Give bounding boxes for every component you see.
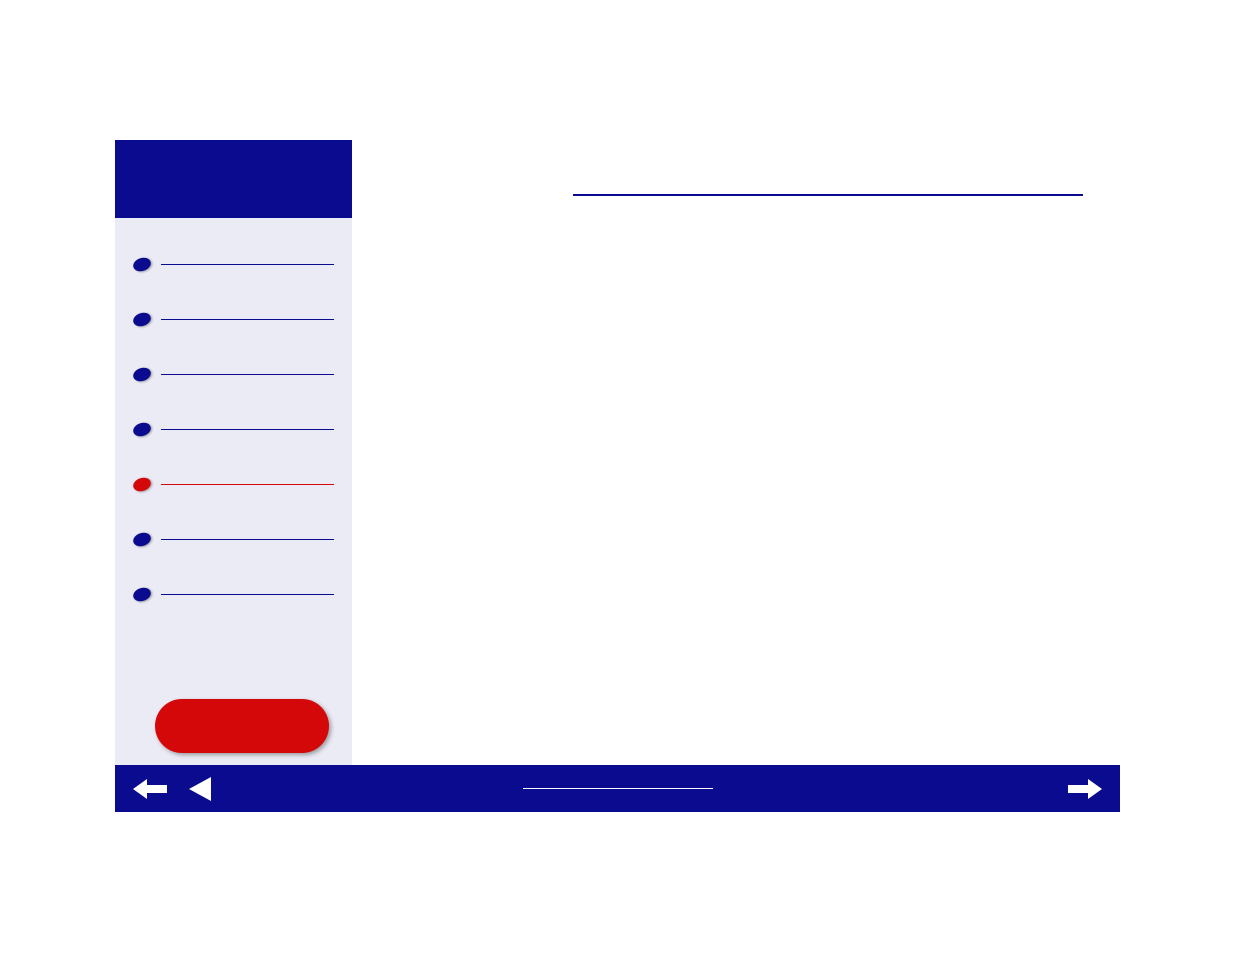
bullet-icon [131, 256, 152, 274]
bullet-icon [131, 531, 152, 549]
sidebar-item-3[interactable] [133, 423, 334, 436]
sidebar-item-6[interactable] [133, 588, 334, 601]
sidebar-item-label [161, 264, 334, 265]
page-container [115, 140, 1120, 812]
bottom-center-underline [523, 788, 713, 789]
sidebar-item-label [161, 539, 334, 540]
arrow-left-icon [189, 777, 211, 801]
nav-prev-button[interactable] [189, 777, 211, 801]
nav-next-button[interactable] [1068, 777, 1102, 801]
sidebar-item-5[interactable] [133, 533, 334, 546]
sidebar-item-2[interactable] [133, 368, 334, 381]
sidebar-item-label [161, 484, 334, 485]
bullet-icon [131, 311, 152, 329]
sidebar-item-1[interactable] [133, 313, 334, 326]
sidebar-item-label [161, 429, 334, 430]
nav-left-group [133, 777, 211, 801]
main-content [385, 140, 1120, 182]
sidebar [115, 140, 352, 765]
sidebar-list [115, 218, 352, 601]
arrow-left-tail-icon [133, 777, 167, 801]
bullet-icon [131, 476, 152, 494]
sidebar-item-label [161, 374, 334, 375]
title-underline [573, 194, 1083, 196]
sidebar-action-button[interactable] [155, 699, 329, 753]
sidebar-item-label [161, 319, 334, 320]
nav-first-button[interactable] [133, 777, 167, 801]
bullet-icon [131, 586, 152, 604]
sidebar-item-0[interactable] [133, 258, 334, 271]
bottom-nav-bar [115, 765, 1120, 812]
sidebar-header [115, 140, 352, 218]
bullet-icon [131, 366, 152, 384]
sidebar-item-label [161, 594, 334, 595]
arrow-right-tail-icon [1068, 777, 1102, 801]
bullet-icon [131, 421, 152, 439]
sidebar-item-4[interactable] [133, 478, 334, 491]
